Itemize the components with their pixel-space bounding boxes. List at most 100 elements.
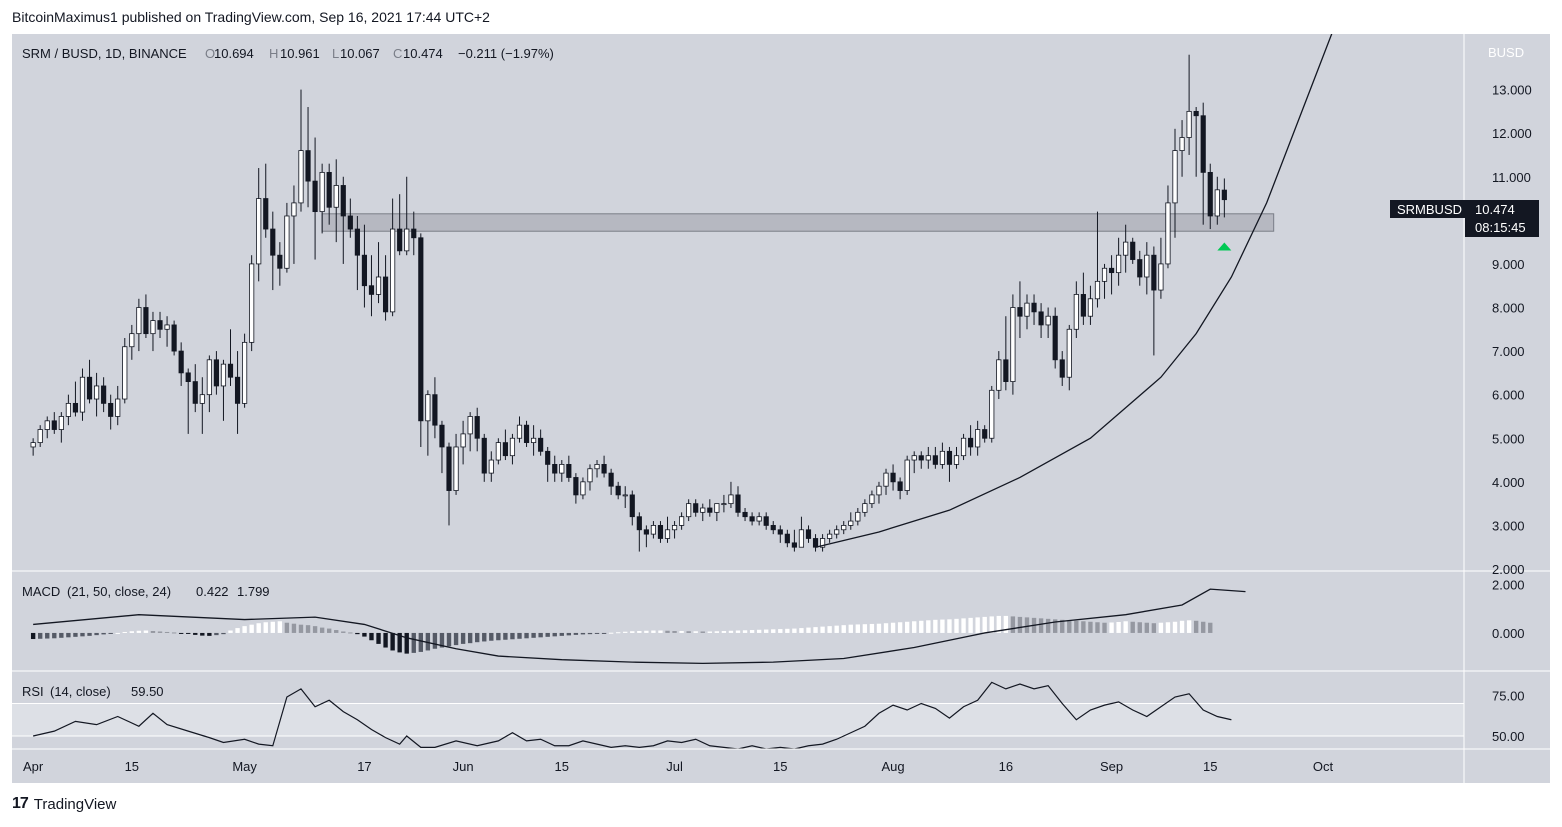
candle-body <box>960 437 967 457</box>
candle-body <box>474 416 480 439</box>
macd-histogram-bar <box>242 626 247 633</box>
candle-body <box>1066 328 1072 378</box>
candle-body <box>862 503 868 513</box>
candle-body <box>277 254 283 269</box>
macd-histogram-bar <box>686 631 691 633</box>
macd-histogram-bar <box>115 632 120 634</box>
candle-body <box>171 324 177 352</box>
candle-body <box>460 433 466 448</box>
macd-histogram-bar <box>594 632 600 634</box>
macd-histogram-bar <box>735 630 741 633</box>
macd-histogram-bar <box>615 632 621 634</box>
candle-body <box>650 525 657 535</box>
macd-histogram-bar <box>608 632 614 634</box>
candle-body <box>1087 298 1094 317</box>
macd-histogram-bar <box>1179 620 1185 633</box>
macd-histogram-bar <box>186 632 191 634</box>
change-value: −0.211 (−1.97%) <box>458 46 554 61</box>
macd-histogram-bar <box>651 630 656 633</box>
candle-body <box>777 529 783 535</box>
candle-body <box>298 150 304 204</box>
macd-histogram-bar <box>30 632 36 640</box>
candle-body <box>432 394 438 426</box>
candle-body <box>890 472 896 483</box>
macd-histogram-bar <box>143 630 149 633</box>
candle-body <box>1207 171 1213 217</box>
candle-body <box>1172 150 1178 204</box>
macd-histogram-bar <box>475 632 480 643</box>
candle-body <box>904 459 910 491</box>
candle-body <box>502 442 508 457</box>
macd-histogram-bar <box>764 629 769 633</box>
candle-body <box>136 307 142 335</box>
candle-body <box>178 350 184 374</box>
macd-histogram-bar <box>834 625 839 633</box>
macd-histogram-bar <box>453 632 459 646</box>
macd-histogram-bar <box>193 632 198 635</box>
macd-histogram-bar <box>545 632 550 637</box>
candle-body <box>1052 315 1058 361</box>
macd-histogram-bar <box>1045 618 1051 633</box>
macd-histogram-bar <box>1109 622 1114 633</box>
candle-body <box>1130 241 1136 260</box>
macd-histogram-bar <box>200 632 205 636</box>
macd-histogram-bar <box>1116 622 1121 633</box>
time-axis-label: Aug <box>881 759 904 774</box>
macd-pane[interactable] <box>12 571 1464 671</box>
candle-body <box>664 529 671 539</box>
chart-frame[interactable]: 13.00012.00011.00010.0009.0008.0007.0006… <box>12 19 1550 783</box>
macd-histogram-bar <box>799 628 804 633</box>
macd-histogram-bar <box>171 632 177 634</box>
price-pane[interactable] <box>12 19 1464 571</box>
macd-histogram-bar <box>749 630 755 633</box>
candle-body <box>756 516 762 522</box>
macd-histogram-bar <box>904 621 910 633</box>
candle-body <box>312 180 318 213</box>
candle-body <box>270 228 276 256</box>
macd-histogram-bar <box>1060 619 1065 633</box>
candle-body <box>587 468 593 483</box>
chart-svg[interactable]: 13.00012.00011.00010.0009.0008.0007.0006… <box>12 19 1550 783</box>
macd-histogram-bar <box>291 623 297 633</box>
candle-body <box>742 511 748 518</box>
macd-histogram-bar <box>101 632 106 635</box>
candle-body <box>1059 359 1065 378</box>
candle-body <box>1108 267 1115 274</box>
macd-histogram-bar <box>989 616 994 633</box>
candle-body <box>1017 307 1023 317</box>
macd-histogram-bar <box>496 632 501 641</box>
candle-body <box>58 416 64 430</box>
candle-body <box>509 437 516 457</box>
candle-body <box>108 402 114 417</box>
candle-body <box>192 381 198 404</box>
macd-histogram-bar <box>721 631 727 633</box>
candle-body <box>453 446 459 491</box>
candle-body <box>1200 115 1206 173</box>
macd-histogram-bar <box>700 631 705 633</box>
time-axis-label: Jul <box>666 759 683 774</box>
candle-body <box>1101 267 1108 282</box>
rsi-pane[interactable] <box>12 671 1464 750</box>
macd-histogram-bar <box>1102 622 1107 633</box>
candle-body <box>1116 254 1122 274</box>
macd-histogram-bar <box>1130 621 1135 633</box>
macd-histogram-bar <box>1144 622 1150 633</box>
macd-label: MACD <box>22 584 60 599</box>
candle-body <box>615 485 621 496</box>
macd-histogram-bar <box>59 632 64 638</box>
candle-body <box>1158 263 1164 291</box>
macd-histogram-bar <box>707 631 712 633</box>
candle-body <box>855 511 861 522</box>
candle-body <box>1165 202 1171 265</box>
candle-body <box>523 424 530 444</box>
macd-histogram-bar <box>1137 622 1142 633</box>
candle-body <box>516 424 523 439</box>
macd-histogram-bar <box>489 632 494 641</box>
candle-body <box>37 429 43 444</box>
candle-body <box>798 529 805 548</box>
macd-axis-label: 2.000 <box>1492 577 1525 592</box>
footer-brand: TradingView <box>33 795 117 813</box>
candle-body <box>735 494 741 513</box>
macd-histogram-bar <box>482 632 487 642</box>
price-axis-label: 2.000 <box>1492 562 1525 577</box>
